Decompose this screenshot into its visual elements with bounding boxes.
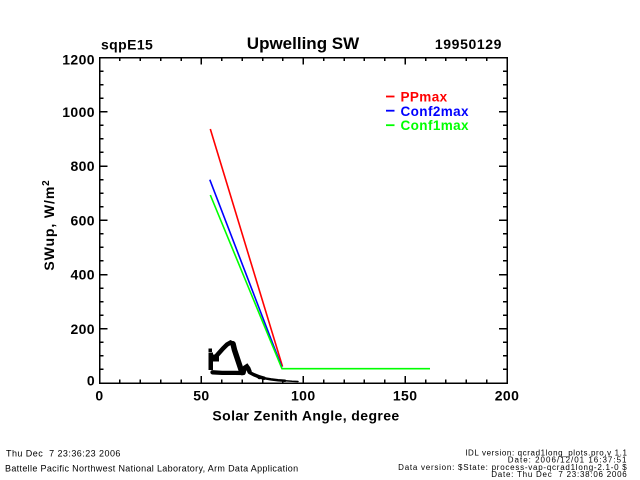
svg-text:50: 50: [193, 388, 209, 404]
svg-text:SWup, W/m2: SWup, W/m2: [41, 179, 57, 270]
svg-text:sqpE15: sqpE15: [101, 37, 153, 53]
svg-text:Date: 2006/12/01 16:37:51: Date: 2006/12/01 16:37:51: [508, 456, 628, 465]
svg-text:Conf2max: Conf2max: [401, 104, 470, 119]
svg-text:800: 800: [70, 158, 95, 174]
svg-text:19950129: 19950129: [435, 36, 502, 52]
svg-text:0: 0: [95, 388, 103, 404]
svg-text:200: 200: [70, 321, 95, 337]
svg-text:Battelle Pacific Northwest Nat: Battelle Pacific Northwest National Labo…: [5, 464, 298, 474]
svg-text:0: 0: [87, 373, 95, 389]
svg-text:200: 200: [495, 388, 520, 404]
svg-text:Date: Thu Dec 7 23:38:06 2006: Date: Thu Dec 7 23:38:06 2006: [491, 470, 627, 479]
svg-text:Upwelling SW: Upwelling SW: [247, 34, 360, 53]
svg-text:150: 150: [393, 388, 418, 404]
svg-text:Data version: $State: process-: Data version: $State: process-vap-qcrad1…: [398, 463, 627, 472]
svg-text:600: 600: [70, 212, 95, 228]
svg-text:Thu Dec 7 23:36:23 2006: Thu Dec 7 23:36:23 2006: [6, 449, 121, 459]
svg-text:Solar Zenith Angle, degree: Solar Zenith Angle, degree: [212, 408, 399, 424]
svg-text:IDL version: qcrad1long_plots.: IDL version: qcrad1long_plots.pro,v 1.1: [465, 448, 627, 457]
svg-text:Conf1max: Conf1max: [401, 118, 470, 133]
svg-text:400: 400: [70, 267, 95, 283]
svg-text:1200: 1200: [62, 52, 95, 68]
svg-text:1000: 1000: [62, 104, 95, 120]
svg-text:100: 100: [291, 388, 316, 404]
svg-text:PPmax: PPmax: [401, 90, 448, 105]
